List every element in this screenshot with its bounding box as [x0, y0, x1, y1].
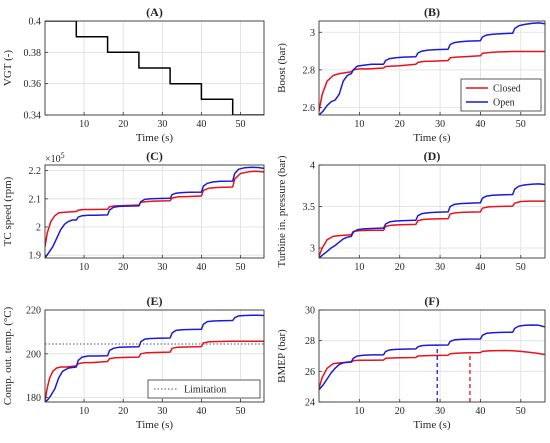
- legend-label-limitation: Limitation: [184, 385, 226, 396]
- x-tick-label: 40: [475, 262, 485, 273]
- y-axis-label: Boost (bar): [276, 43, 288, 93]
- panel-e: 10 20 30 40 50 180 200 220 (E) Time (s) Comp. out.…: [2, 294, 265, 431]
- y-tick-label: 0.34: [24, 111, 42, 122]
- panel-f: 10 20 30 40 50 24 26 28 30 (F) Time (s) BMEP (bar): [276, 294, 546, 431]
- x-tick-label: 40: [475, 406, 485, 417]
- y-exponent-label: ×105: [45, 151, 65, 165]
- x-tick-label: 20: [118, 262, 128, 273]
- x-tick-label: 20: [118, 119, 128, 130]
- panel-title: (B): [424, 5, 440, 19]
- x-tick-label: 10: [79, 119, 89, 130]
- y-axis-label: VGT (-): [2, 50, 14, 86]
- x-tick-label: 20: [395, 119, 405, 130]
- y-tick-label: 26: [305, 367, 315, 378]
- y-tick-label: 0.38: [24, 48, 42, 59]
- series-line-vgt: [45, 21, 264, 115]
- panel-d: 10 20 30 40 50 3 3.5 4 (D) Turbine in. pressure (…: [276, 149, 546, 273]
- y-tick-label: 2.2: [29, 166, 42, 177]
- panel-title: (C): [146, 149, 163, 163]
- y-tick-label: 3: [310, 28, 315, 39]
- x-axis-label: Time (s): [136, 419, 174, 431]
- y-axis-label: Turbine in. pressure (bar): [276, 155, 288, 267]
- x-tick-label: 40: [196, 406, 206, 417]
- x-tick-label: 50: [236, 119, 246, 130]
- y-tick-label: 4: [310, 161, 315, 172]
- y-axis-label: BMEP (bar): [276, 329, 288, 383]
- axes-frame: [318, 309, 546, 403]
- series-line-closed: [45, 340, 264, 402]
- x-tick-label: 50: [516, 262, 526, 273]
- legend: Closed Open: [460, 78, 542, 112]
- y-axis-label: TC speed (rpm): [2, 176, 14, 246]
- y-tick-label: 2.1: [29, 194, 42, 205]
- axes-frame: [318, 20, 546, 116]
- y-tick-label: 1.9: [29, 251, 42, 262]
- axes-frame: [318, 164, 546, 259]
- y-tick-label: 28: [305, 336, 315, 347]
- y-tick-label: 180: [26, 393, 41, 404]
- series-line-open: [319, 324, 545, 391]
- axes-frame: [44, 20, 265, 116]
- panel-title: (E): [147, 294, 163, 308]
- x-tick-label: 30: [157, 262, 167, 273]
- y-axis-label: Comp. out. temp. (°C): [2, 306, 14, 405]
- panel-b: 10 20 30 40 50 2.6 2.8 3 (B) Time (s) Boost (bar) C…: [276, 5, 546, 144]
- x-tick-label: 40: [475, 119, 485, 130]
- y-tick-label: 3.5: [303, 202, 316, 213]
- y-tick-label: 0.36: [24, 79, 42, 90]
- x-tick-label: 10: [79, 406, 89, 417]
- y-tick-label: 200: [26, 349, 41, 360]
- x-tick-label: 50: [236, 262, 246, 273]
- legend-label-closed: Closed: [493, 84, 521, 95]
- legend-label-open: Open: [493, 98, 515, 109]
- x-tick-label: 20: [395, 262, 405, 273]
- y-tick-label: 2: [36, 223, 41, 234]
- axes-frame: [44, 164, 265, 259]
- x-tick-label: 20: [118, 406, 128, 417]
- panel-title: (A): [146, 5, 163, 19]
- x-axis-label: Time (s): [413, 419, 451, 431]
- x-tick-label: 40: [196, 262, 206, 273]
- x-tick-label: 10: [354, 262, 364, 273]
- series-line-closed: [319, 50, 545, 112]
- x-axis-label: Time (s): [413, 132, 451, 144]
- x-tick-label: 10: [79, 262, 89, 273]
- x-tick-label: 20: [395, 406, 405, 417]
- series-line-closed: [319, 200, 545, 257]
- series-line-open: [45, 166, 264, 258]
- legend: Limitation: [147, 379, 261, 399]
- panel-c: 10 20 30 40 50 1.9 2 2.1 2.2×105 (C) TC speed (rpm…: [2, 149, 265, 273]
- x-tick-label: 30: [435, 119, 445, 130]
- x-axis-label: Time (s): [136, 132, 174, 144]
- series-line-open: [319, 183, 545, 258]
- y-tick-label: 2.6: [303, 103, 316, 114]
- panel-a: 10 20 30 40 50 0.34 0.36 0.38 0.4 (A) Time (s) VGT …: [2, 5, 265, 144]
- y-tick-label: 30: [305, 306, 315, 317]
- x-tick-label: 40: [196, 119, 206, 130]
- y-tick-label: 2.8: [303, 65, 316, 76]
- x-tick-label: 50: [236, 406, 246, 417]
- panel-title: (D): [424, 149, 441, 163]
- x-tick-label: 30: [435, 406, 445, 417]
- x-tick-label: 50: [516, 406, 526, 417]
- x-tick-label: 10: [354, 406, 364, 417]
- panel-title: (F): [424, 294, 439, 308]
- axes-frame: [44, 309, 265, 403]
- x-tick-label: 50: [516, 119, 526, 130]
- series-line-closed: [319, 349, 545, 389]
- series-line-closed: [45, 170, 264, 247]
- series-line-open: [45, 314, 264, 402]
- y-tick-label: 0.4: [29, 17, 42, 28]
- x-tick-label: 10: [354, 119, 364, 130]
- y-tick-label: 220: [26, 306, 41, 317]
- x-tick-label: 30: [157, 406, 167, 417]
- y-tick-label: 24: [305, 398, 315, 409]
- x-tick-label: 30: [435, 262, 445, 273]
- series-line-open: [319, 22, 545, 115]
- y-tick-label: 3: [310, 244, 315, 255]
- x-tick-label: 30: [157, 119, 167, 130]
